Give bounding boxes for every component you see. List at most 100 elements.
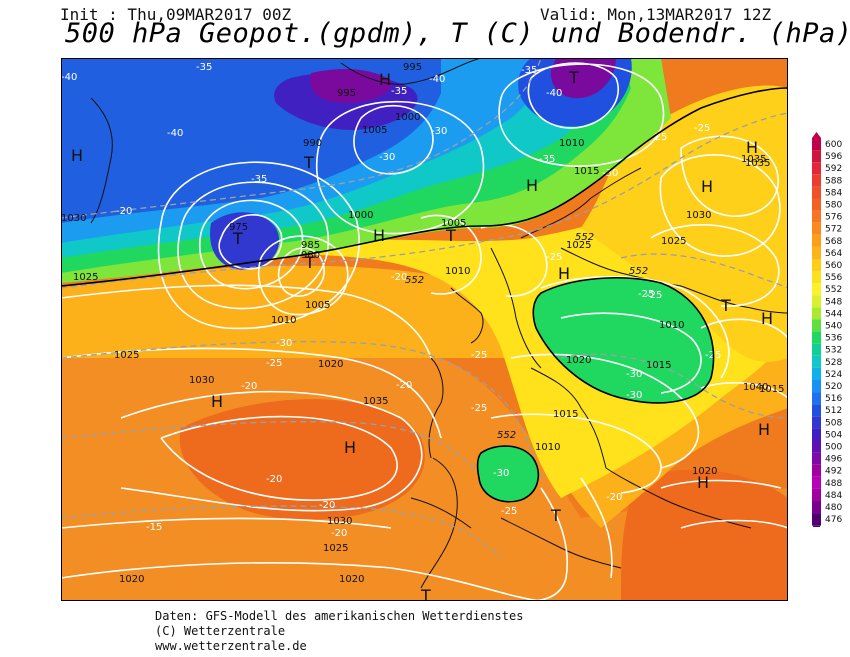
isobar-label: 1010 xyxy=(659,320,684,331)
legend-level-label: 588 xyxy=(825,176,842,186)
legend-swatch xyxy=(812,162,821,175)
field-green-central xyxy=(533,277,714,403)
isobar-label: 1030 xyxy=(686,210,711,221)
temperature-labels: -35 -40 -35 -40 -35 -40 -35 -40 -30 -35 … xyxy=(61,62,721,539)
temp-label: -40 xyxy=(167,128,183,139)
center-label: T xyxy=(304,253,315,272)
isobar-label: 1010 xyxy=(559,138,584,149)
legend-swatch xyxy=(812,404,821,417)
field-yellow-ne xyxy=(581,85,788,362)
legend-swatch xyxy=(812,198,821,211)
legend-top-arrow xyxy=(812,132,821,138)
isobar-label: 1005 xyxy=(362,125,387,136)
temp-label: -35 xyxy=(196,62,212,73)
legend-swatch xyxy=(812,452,821,465)
center-label: T xyxy=(568,68,579,87)
isobar-label: 1010 xyxy=(535,442,560,453)
valid-time-label: Valid: Mon,13MAR2017 12Z xyxy=(540,5,772,24)
legend-swatch xyxy=(812,367,821,380)
temp-label: -30 xyxy=(493,468,509,479)
isobar-label: 1005 xyxy=(305,300,330,311)
legend-level-label: 596 xyxy=(825,152,842,162)
temp-label: -30 xyxy=(626,369,642,380)
center-label: T xyxy=(720,296,731,315)
color-legend: 600 596 592 588 584 580 576 572 568 564 560 556 552 5… xyxy=(812,132,842,527)
legend-level-label: 496 xyxy=(825,455,842,465)
isobar-label: 975 xyxy=(229,222,248,233)
legend-swatch xyxy=(812,283,821,296)
geopot-label: 552 xyxy=(405,275,424,286)
legend-level-label: 508 xyxy=(825,418,842,428)
legend-level-label: 528 xyxy=(825,358,842,368)
isobar-label: 995 xyxy=(337,88,356,99)
legend-level-label: 492 xyxy=(825,467,842,477)
isobar-label: 1020 xyxy=(566,355,591,366)
legend-swatch xyxy=(812,295,821,308)
legend-swatch xyxy=(812,392,821,405)
temp-label: -25 xyxy=(471,350,487,361)
footer-website: www.wetterzentrale.de xyxy=(155,639,307,653)
temp-label: -25 xyxy=(501,506,517,517)
legend-swatch xyxy=(812,380,821,393)
isobar-label: 1025 xyxy=(114,350,139,361)
temp-label: -20 xyxy=(606,492,622,503)
isotherms xyxy=(61,58,788,559)
pressure-centers: H H H H H H H H H H H H T T T T T T T T xyxy=(71,68,773,601)
legend-level-label: 516 xyxy=(825,394,842,404)
legend-level-label: 504 xyxy=(825,430,842,440)
center-label: H xyxy=(211,392,223,411)
legend-level-label: 552 xyxy=(825,285,842,295)
footer: Daten: GFS-Modell des amerikanischen Wet… xyxy=(155,609,523,654)
legend-level-label: 572 xyxy=(825,225,842,235)
isobar-label: 1035 xyxy=(745,158,770,169)
legend-swatch xyxy=(812,246,821,259)
legend-swatch xyxy=(812,476,821,489)
temp-label: -35 xyxy=(391,86,407,97)
footer-data-source: Daten: GFS-Modell des amerikanischen Wet… xyxy=(155,609,524,623)
legend-level-label: 556 xyxy=(825,273,842,283)
legend-level-label: 532 xyxy=(825,346,842,356)
temp-label: -25 xyxy=(651,132,667,143)
legend-swatch xyxy=(812,440,821,453)
map-border xyxy=(61,58,788,601)
temp-label: -40 xyxy=(546,88,562,99)
temp-label: -30 xyxy=(379,152,395,163)
isobar-label: 1040 xyxy=(743,382,768,393)
field-violet-ne xyxy=(550,58,616,99)
isobar-label: 1005 xyxy=(441,218,466,229)
legend-swatch xyxy=(812,319,821,332)
isobar-label: 1030 xyxy=(61,213,86,224)
legend-level-label: 580 xyxy=(825,201,842,211)
legend-level-label: 544 xyxy=(825,309,842,319)
legend-swatch xyxy=(812,307,821,320)
legend-swatch xyxy=(812,222,821,235)
temp-label: -20 xyxy=(241,381,257,392)
isobar-label: 1025 xyxy=(323,543,348,554)
weather-map: H H H H H H H H H H H H T T T T T T T T … xyxy=(61,58,788,601)
temp-label: -40 xyxy=(61,72,77,83)
isobar-label: 985 xyxy=(301,240,320,251)
temp-label: -20 xyxy=(391,272,407,283)
legend-swatch xyxy=(812,186,821,199)
center-label: H xyxy=(701,177,713,196)
isobar-label: 1030 xyxy=(189,375,214,386)
legend-swatch xyxy=(812,513,821,526)
center-label: H xyxy=(758,420,770,439)
center-label: T xyxy=(550,506,561,525)
legend-swatch xyxy=(812,150,821,163)
center-label: T xyxy=(303,153,314,172)
temp-label: -20 xyxy=(266,474,282,485)
legend-bottom-arrow xyxy=(812,525,821,527)
legend-level-label: 536 xyxy=(825,334,842,344)
map-title: 500 hPa Geopot.(gpdm), T (C) und Bodendr… xyxy=(65,18,850,49)
field-violet-core xyxy=(310,68,392,103)
center-label: H xyxy=(761,309,773,328)
field-green-med xyxy=(477,446,539,502)
geopot-label: 552 xyxy=(575,232,594,243)
isobar-label: 1035 xyxy=(363,396,388,407)
legend-swatch xyxy=(812,138,821,151)
legend-swatch xyxy=(812,271,821,284)
isobar-label: 1010 xyxy=(445,266,470,277)
legend-swatch xyxy=(812,331,821,344)
temp-label: -30 xyxy=(626,390,642,401)
